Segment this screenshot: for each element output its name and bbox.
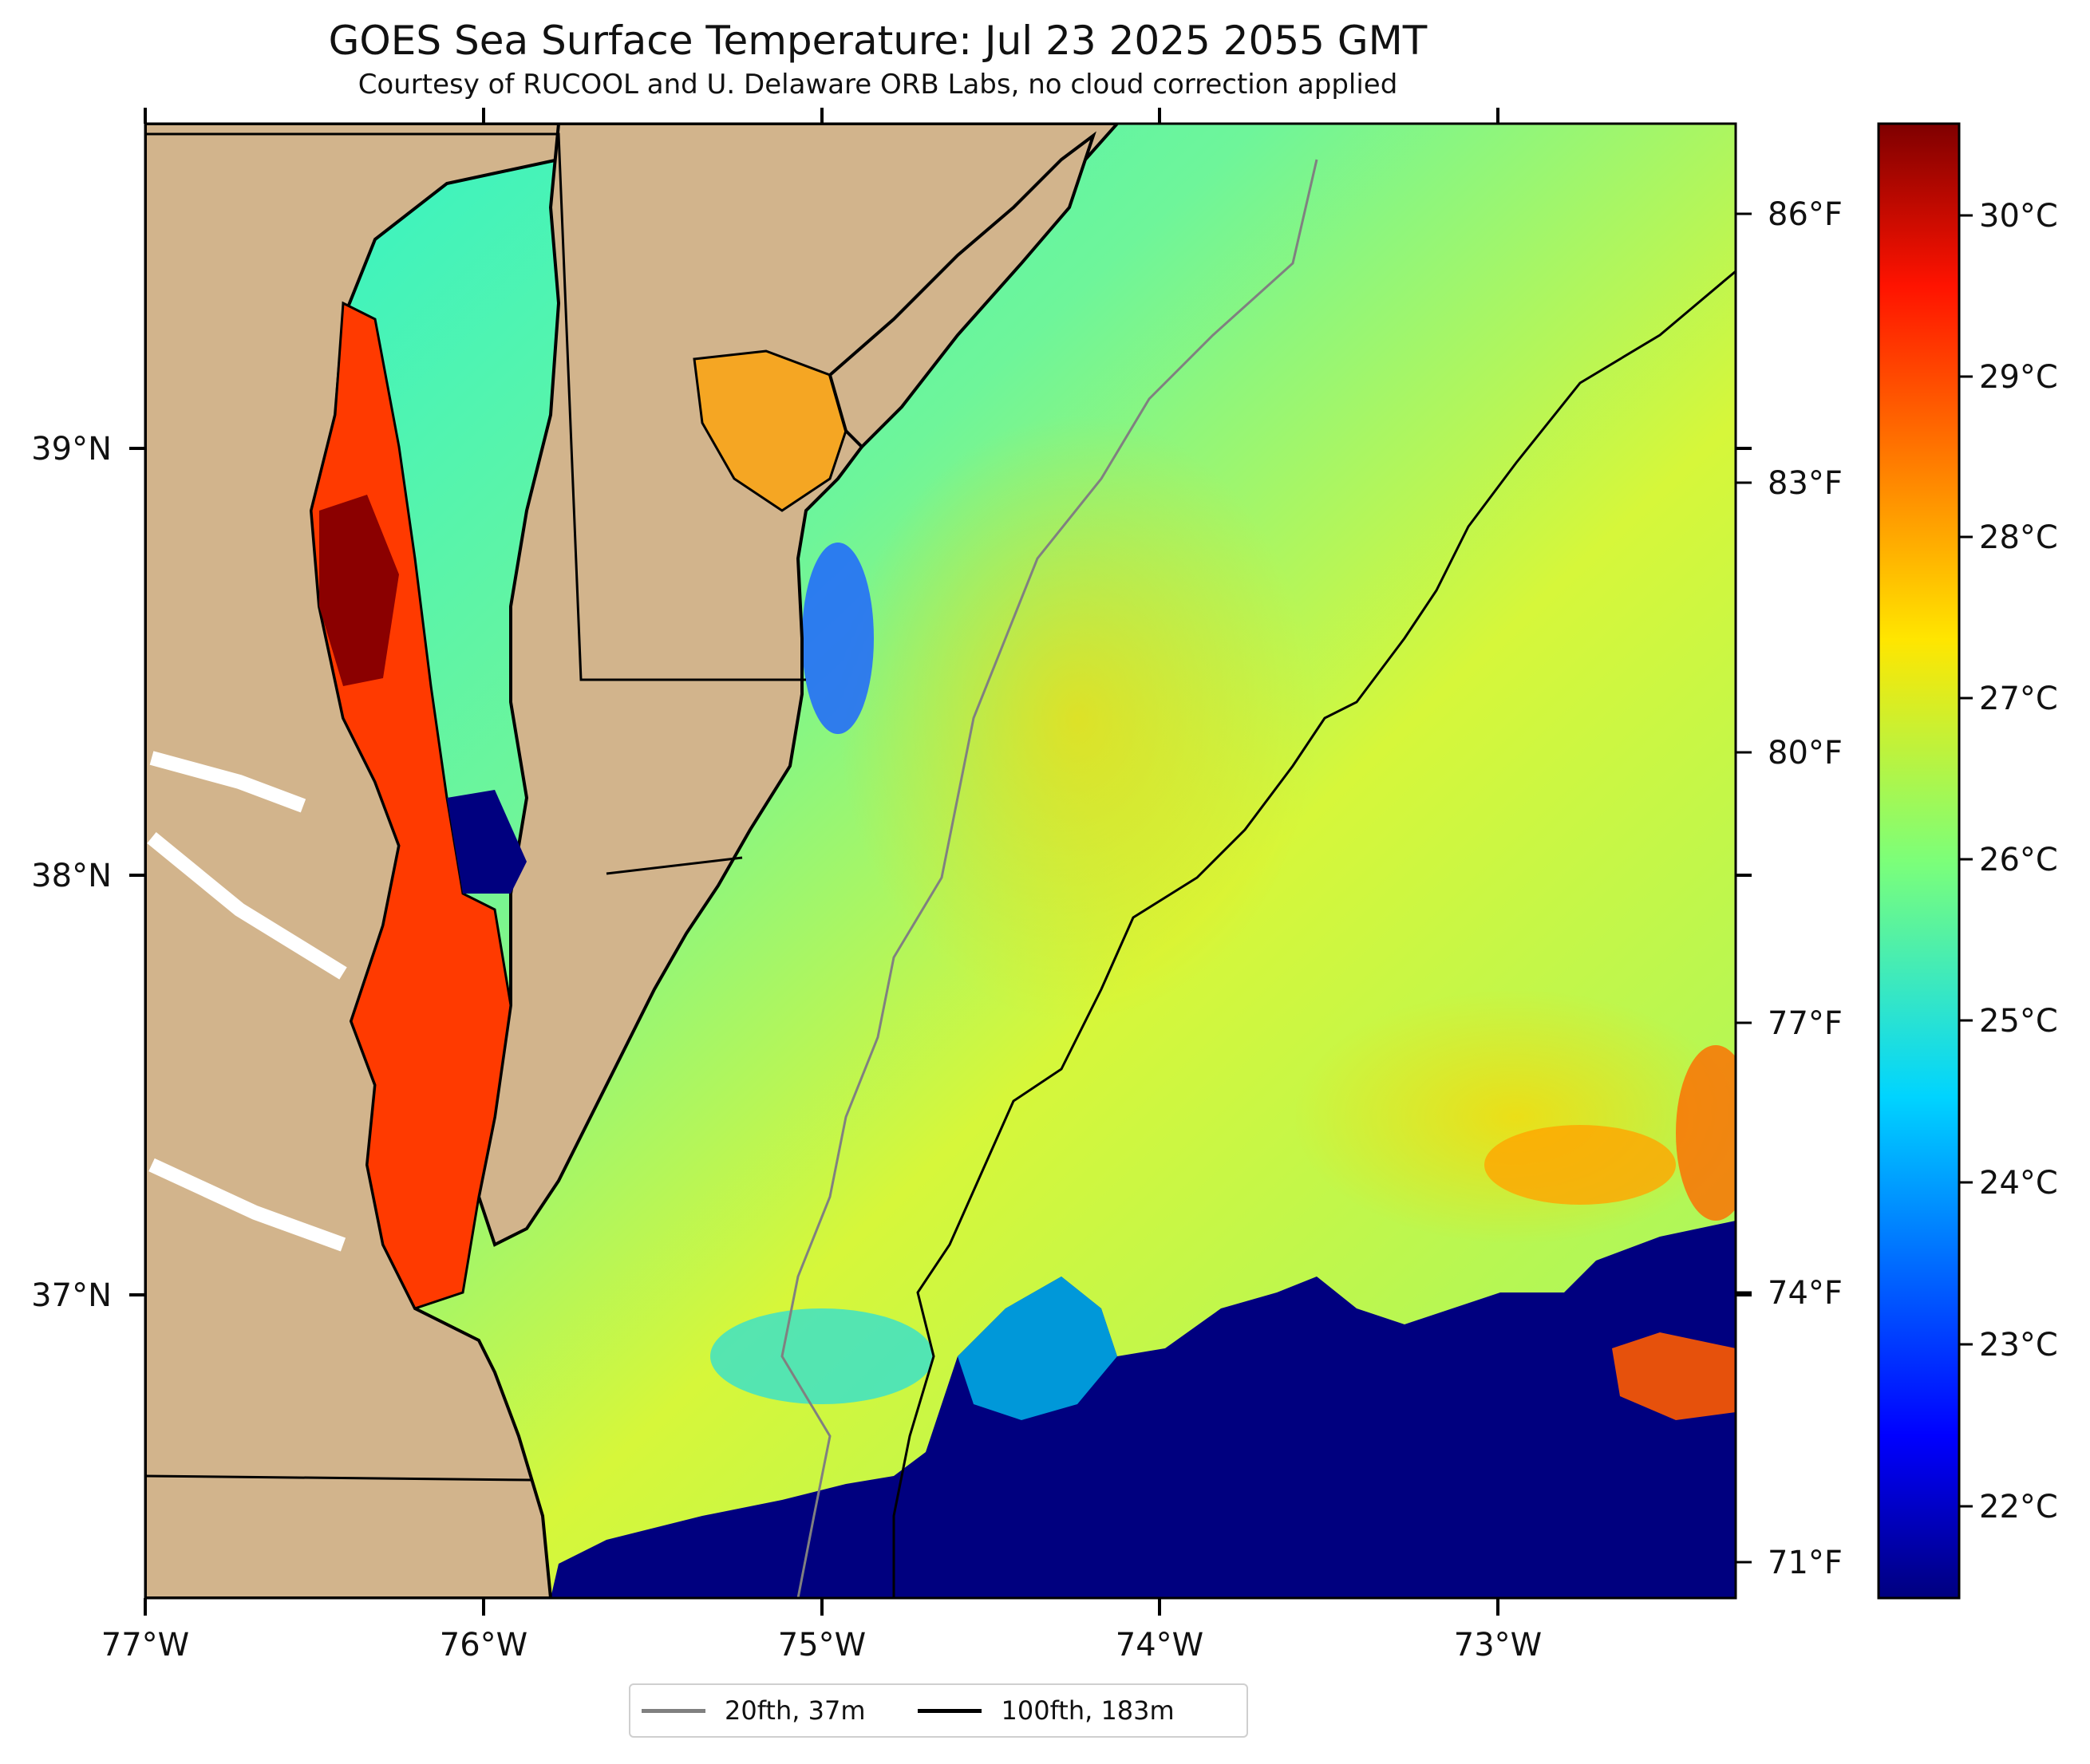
map-area xyxy=(145,124,1736,1598)
lon-tick-label: 73°W xyxy=(1454,1627,1542,1663)
lat-tick-label: 37°N xyxy=(31,1277,112,1314)
colorbar xyxy=(1877,122,1961,1600)
legend-item-20fth: 20fth, 37m xyxy=(642,1695,865,1726)
colorbar-label: 30°C xyxy=(1979,198,2058,235)
colorbar-label: 28°C xyxy=(1979,519,2058,556)
legend-item-100fth: 100fth, 183m xyxy=(918,1695,1175,1726)
isobath-20fth xyxy=(780,159,1318,1598)
map-frame xyxy=(144,122,1737,1600)
colorbar-label: 27°C xyxy=(1979,681,2058,717)
lon-axis xyxy=(144,108,1499,1616)
lat-tick-label: 38°N xyxy=(31,858,112,894)
colorbar-label: 24°C xyxy=(1979,1165,2058,1202)
colorbar-label: 22°C xyxy=(1979,1489,2058,1525)
colorbar-label: 25°C xyxy=(1979,1003,2058,1040)
lon-tick-label: 74°W xyxy=(1116,1627,1203,1663)
cloud-mask xyxy=(551,1221,1736,1598)
colorbar-label: 26°C xyxy=(1979,842,2058,878)
lon-tick-label: 76°W xyxy=(440,1627,527,1663)
cool-upwelling-patch xyxy=(802,543,874,734)
state-border xyxy=(145,132,806,681)
lon-tick-label: 77°W xyxy=(101,1627,189,1663)
page-subtitle: Courtesy of RUCOOL and U. Delaware ORB L… xyxy=(358,69,1398,101)
fahrenheit-tick-label: 86°F xyxy=(1768,196,1843,233)
colorbar-label: 23°C xyxy=(1979,1327,2058,1363)
legend-line-gray xyxy=(642,1708,705,1713)
fahrenheit-tick-label: 83°F xyxy=(1768,465,1843,502)
legend-label: 20fth, 37m xyxy=(725,1695,866,1726)
fahrenheit-tick-label: 74°F xyxy=(1768,1275,1843,1312)
legend-label: 100fth, 183m xyxy=(1001,1695,1175,1726)
colorbar-label: 29°C xyxy=(1979,359,2058,396)
legend-line-black xyxy=(918,1708,982,1713)
isobath-100fth xyxy=(892,270,1736,1598)
fahrenheit-tick-label: 71°F xyxy=(1768,1545,1843,1581)
fahrenheit-tick-label: 80°F xyxy=(1768,735,1843,772)
lon-tick-label: 75°W xyxy=(778,1627,866,1663)
fahrenheit-tick-label: 77°F xyxy=(1768,1005,1843,1042)
lat-axis xyxy=(129,447,1752,1296)
page-title: GOES Sea Surface Temperature: Jul 23 202… xyxy=(328,18,1428,64)
isobath-legend: 20fth, 37m 100fth, 183m xyxy=(629,1683,1248,1738)
lat-tick-label: 39°N xyxy=(31,431,112,468)
